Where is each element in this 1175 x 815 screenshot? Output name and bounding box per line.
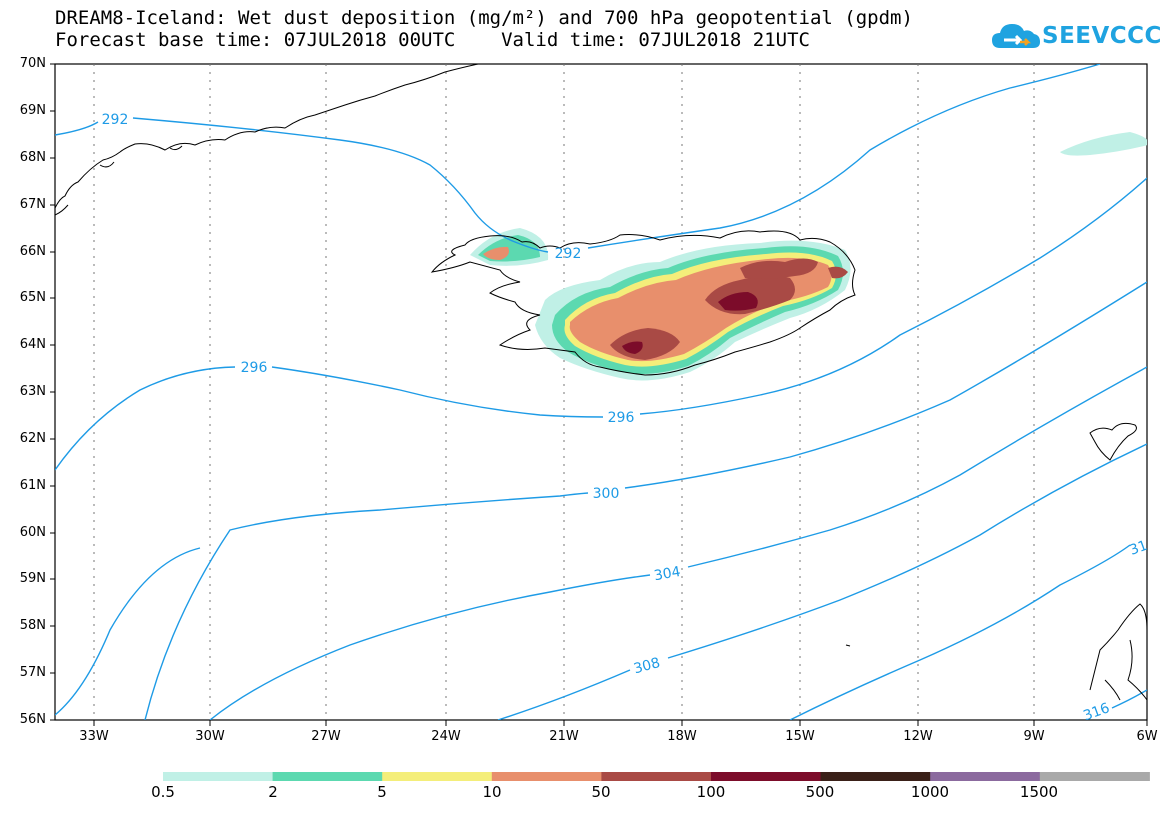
contour-296-mid xyxy=(271,366,604,418)
lat-label-66n: 66N xyxy=(19,244,46,259)
lon-label-6w: 6W xyxy=(1136,729,1158,744)
lat-label-70n: 70N xyxy=(19,56,46,71)
lon-label-9w: 9W xyxy=(1023,729,1045,744)
dust-deposition-shading xyxy=(470,132,1147,381)
contour-308-east xyxy=(667,443,1147,659)
dust-50-b xyxy=(610,328,680,360)
faroe-islands xyxy=(1089,422,1137,461)
colorbar-label-5: 100 xyxy=(696,783,726,801)
lat-label-61n: 61N xyxy=(19,478,46,493)
colorbar-swatch-6 xyxy=(820,772,931,781)
dust-100 xyxy=(718,292,758,311)
colorbar-swatch-2 xyxy=(382,772,493,781)
scotland-coast xyxy=(1089,603,1147,701)
lat-label-60n: 60N xyxy=(19,525,46,540)
contour-292-east xyxy=(587,64,1101,249)
colorbar-label-1: 2 xyxy=(268,783,278,801)
lon-label-15w: 15W xyxy=(785,729,815,744)
lon-label-30w: 30W xyxy=(195,729,225,744)
dust-0.5-ne xyxy=(1060,132,1147,156)
contour-304 xyxy=(55,547,201,716)
lat-label-63n: 63N xyxy=(19,384,46,399)
contour-304-east xyxy=(687,366,1147,568)
lon-label-27w: 27W xyxy=(311,729,341,744)
colorbar-swatch-7 xyxy=(930,772,1041,781)
lon-label-18w: 18W xyxy=(667,729,697,744)
contour-label-300: 300 xyxy=(593,486,620,502)
map-title: DREAM8-Iceland: Wet dust deposition (mg/… xyxy=(55,7,913,29)
contour-labels: 292 292 296 296 300 304 308 31 316 xyxy=(102,112,1150,720)
contour-label-292-b: 292 xyxy=(555,246,582,262)
colorbar-label-0: 0.5 xyxy=(151,783,175,801)
contour-308 xyxy=(497,669,631,720)
lon-label-24w: 24W xyxy=(431,729,461,744)
colorbar xyxy=(163,772,1150,781)
lat-label-57n: 57N xyxy=(19,665,46,680)
lat-label-64n: 64N xyxy=(19,337,46,352)
colorbar-label-4: 50 xyxy=(591,783,611,801)
colorbar-swatch-4 xyxy=(601,772,712,781)
axis-ticks xyxy=(50,63,1148,726)
colorbar-swatch-5 xyxy=(711,772,822,781)
contour-300-east xyxy=(624,281,1147,489)
contour-label-308: 308 xyxy=(632,655,662,677)
lat-label-68n: 68N xyxy=(19,150,46,165)
lat-label-59n: 59N xyxy=(19,571,46,586)
greenland-coast xyxy=(55,64,479,209)
seevccc-logo: SEEVCCC xyxy=(990,16,1161,56)
rockall xyxy=(845,644,851,647)
colorbar-swatch-1 xyxy=(272,772,383,781)
colorbar-swatch-8 xyxy=(1039,772,1150,781)
contour-label-296-a: 296 xyxy=(241,360,268,376)
lon-label-33w: 33W xyxy=(79,729,109,744)
contour-296-west xyxy=(55,366,236,471)
contour-296-east xyxy=(639,177,1147,415)
dust-10-nw xyxy=(483,246,509,260)
map-frame xyxy=(54,63,1148,721)
grid-lines xyxy=(93,64,1035,720)
contour-292-west xyxy=(55,121,99,136)
contour-292 xyxy=(132,117,549,253)
lon-label-12w: 12W xyxy=(903,729,933,744)
contour-label-312: 31 xyxy=(1128,538,1150,559)
lon-label-21w: 21W xyxy=(549,729,579,744)
greenland-coast-2 xyxy=(55,145,183,216)
lat-label-62n: 62N xyxy=(19,431,46,446)
geopotential-contours xyxy=(55,64,1147,720)
contour-label-304: 304 xyxy=(653,564,682,584)
dust-50-d xyxy=(828,266,848,279)
lat-label-67n: 67N xyxy=(19,197,46,212)
contour-304-b xyxy=(209,574,651,720)
cloud-icon xyxy=(992,24,1040,48)
contour-316 xyxy=(1111,689,1147,709)
coastlines xyxy=(55,64,1147,701)
contour-label-296-b: 296 xyxy=(608,410,635,426)
colorbar-label-2: 5 xyxy=(377,783,387,801)
colorbar-label-3: 10 xyxy=(482,783,502,801)
colorbar-label-8: 1500 xyxy=(1019,783,1059,801)
lat-label-69n: 69N xyxy=(19,103,46,118)
dust-50-c xyxy=(740,258,818,279)
contour-label-292-a: 292 xyxy=(102,112,129,128)
map-subtitle: Forecast base time: 07JUL2018 00UTC Vali… xyxy=(55,29,810,51)
lat-label-58n: 58N xyxy=(19,618,46,633)
iceland-coast xyxy=(430,230,856,376)
dust-100-b xyxy=(622,341,643,354)
contour-312 xyxy=(789,544,1131,720)
lat-label-65n: 65N xyxy=(19,290,46,305)
colorbar-label-7: 1000 xyxy=(910,783,950,801)
colorbar-label-6: 500 xyxy=(805,783,835,801)
logo-text: SEEVCCC xyxy=(1042,23,1162,49)
contour-300 xyxy=(144,492,589,720)
lat-label-56n: 56N xyxy=(19,712,46,727)
colorbar-swatch-3 xyxy=(491,772,602,781)
colorbar-swatch-0 xyxy=(163,772,274,781)
